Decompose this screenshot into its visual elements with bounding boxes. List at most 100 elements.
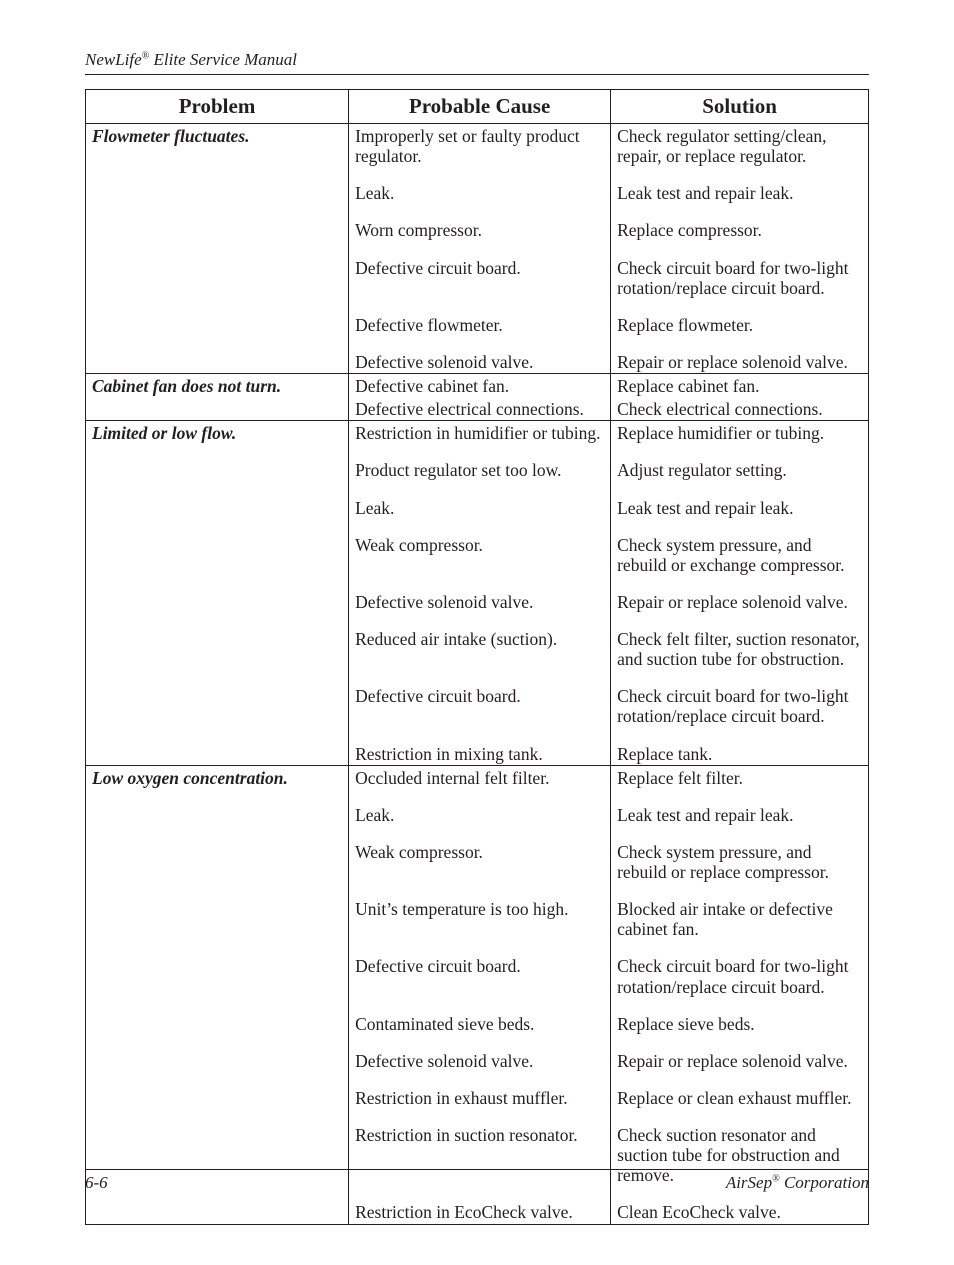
spacer-row (86, 613, 869, 627)
problem-cell (86, 742, 349, 766)
solution-cell: Clean EcoCheck valve. (611, 1200, 869, 1224)
solution-cell: Leak test and repair leak. (611, 181, 869, 204)
problem-cell (86, 1012, 349, 1035)
spacer-row (86, 576, 869, 590)
solution-cell: Blocked air intake or defective cabinet … (611, 897, 869, 940)
cause-cell: Defective flowmeter. (349, 313, 611, 336)
solution-cell: Repair or replace solenoid valve. (611, 1049, 869, 1072)
problem-cell (86, 840, 349, 883)
problem-cell (86, 313, 349, 336)
spacer-row (86, 826, 869, 840)
solution-cell: Replace or clean exhaust muffler. (611, 1086, 869, 1109)
problem-cell (86, 496, 349, 519)
solution-cell: Check circuit board for two-light rotati… (611, 684, 869, 727)
problem-cell: Flowmeter fluctuates. (86, 124, 349, 168)
table-row: Restriction in mixing tank.Replace tank. (86, 742, 869, 766)
cause-cell: Defective cabinet fan. (349, 374, 611, 398)
cause-cell: Occluded internal felt filter. (349, 765, 611, 789)
cause-cell: Restriction in exhaust muffler. (349, 1086, 611, 1109)
cause-cell: Restriction in mixing tank. (349, 742, 611, 766)
table-row: Leak.Leak test and repair leak. (86, 181, 869, 204)
cause-cell: Leak. (349, 803, 611, 826)
problem-cell (86, 181, 349, 204)
solution-cell: Replace cabinet fan. (611, 374, 869, 398)
problem-cell (86, 897, 349, 940)
problem-cell: Limited or low flow. (86, 421, 349, 445)
solution-cell: Replace felt filter. (611, 765, 869, 789)
footer-company-prefix: AirSep (726, 1173, 772, 1192)
page-footer: 6-6 AirSep® Corporation (85, 1169, 869, 1193)
cause-cell: Defective solenoid valve. (349, 590, 611, 613)
cause-cell: Leak. (349, 181, 611, 204)
solution-cell: Leak test and repair leak. (611, 496, 869, 519)
table-row: Limited or low flow.Restriction in humid… (86, 421, 869, 445)
problem-cell (86, 684, 349, 727)
problem-cell (86, 803, 349, 826)
solution-cell: Replace humidifier or tubing. (611, 421, 869, 445)
problem-cell (86, 350, 349, 374)
troubleshooting-table: Problem Probable Cause Solution Flowmete… (85, 89, 869, 1225)
spacer-row (86, 167, 869, 181)
col-cause: Probable Cause (349, 90, 611, 124)
table-row: Flowmeter fluctuates.Improperly set or f… (86, 124, 869, 168)
solution-cell: Replace flowmeter. (611, 313, 869, 336)
problem-cell: Low oxygen concentration. (86, 765, 349, 789)
header-brand: NewLife (85, 50, 142, 69)
cause-cell: Restriction in humidifier or tubing. (349, 421, 611, 445)
spacer-row (86, 940, 869, 954)
solution-cell: Replace sieve beds. (611, 1012, 869, 1035)
table-row: Weak compressor.Check system pressure, a… (86, 840, 869, 883)
col-solution: Solution (611, 90, 869, 124)
spacer-row (86, 204, 869, 218)
problem-cell (86, 590, 349, 613)
spacer-row (86, 728, 869, 742)
cause-cell: Worn compressor. (349, 218, 611, 241)
solution-cell: Leak test and repair leak. (611, 803, 869, 826)
table-row: Defective circuit board.Check circuit bo… (86, 684, 869, 727)
spacer-row (86, 336, 869, 350)
footer-reg: ® (772, 1173, 780, 1184)
cause-cell: Reduced air intake (suction). (349, 627, 611, 670)
problem-cell (86, 1086, 349, 1109)
table-row: Worn compressor.Replace compressor. (86, 218, 869, 241)
solution-cell: Check electrical connections. (611, 397, 869, 421)
running-header: NewLife® Elite Service Manual (85, 50, 869, 75)
cause-cell: Unit’s temperature is too high. (349, 897, 611, 940)
solution-cell: Replace compressor. (611, 218, 869, 241)
solution-cell: Check felt filter, suction resonator, an… (611, 627, 869, 670)
cause-cell: Defective electrical connections. (349, 397, 611, 421)
table-row: Defective solenoid valve.Repair or repla… (86, 590, 869, 613)
problem-cell (86, 256, 349, 299)
spacer-row (86, 883, 869, 897)
cause-cell: Improperly set or faulty product regulat… (349, 124, 611, 168)
cause-cell: Leak. (349, 496, 611, 519)
table-row: Defective solenoid valve.Repair or repla… (86, 1049, 869, 1072)
cause-cell: Defective circuit board. (349, 256, 611, 299)
table-row: Contaminated sieve beds.Replace sieve be… (86, 1012, 869, 1035)
table-row: Product regulator set too low.Adjust reg… (86, 458, 869, 481)
table-row: Low oxygen concentration.Occluded intern… (86, 765, 869, 789)
solution-cell: Repair or replace solenoid valve. (611, 350, 869, 374)
solution-cell: Replace tank. (611, 742, 869, 766)
table-row: Defective solenoid valve.Repair or repla… (86, 350, 869, 374)
table-row: Restriction in EcoCheck valve.Clean EcoC… (86, 1200, 869, 1224)
solution-cell: Check system pressure, and rebuild or re… (611, 840, 869, 883)
problem-cell (86, 1049, 349, 1072)
problem-cell (86, 218, 349, 241)
problem-cell (86, 627, 349, 670)
solution-cell: Check circuit board for two-light rotati… (611, 954, 869, 997)
problem-cell (86, 533, 349, 576)
spacer-row (86, 1035, 869, 1049)
solution-cell: Repair or replace solenoid valve. (611, 590, 869, 613)
cause-cell: Weak compressor. (349, 533, 611, 576)
col-problem: Problem (86, 90, 349, 124)
cause-cell: Defective circuit board. (349, 954, 611, 997)
table-row: Cabinet fan does not turn.Defective cabi… (86, 374, 869, 398)
table-row: Defective flowmeter.Replace flowmeter. (86, 313, 869, 336)
spacer-row (86, 1109, 869, 1123)
problem-cell: Cabinet fan does not turn. (86, 374, 349, 398)
problem-cell (86, 954, 349, 997)
cause-cell: Contaminated sieve beds. (349, 1012, 611, 1035)
page-number: 6-6 (85, 1173, 108, 1193)
table-row: Leak.Leak test and repair leak. (86, 496, 869, 519)
